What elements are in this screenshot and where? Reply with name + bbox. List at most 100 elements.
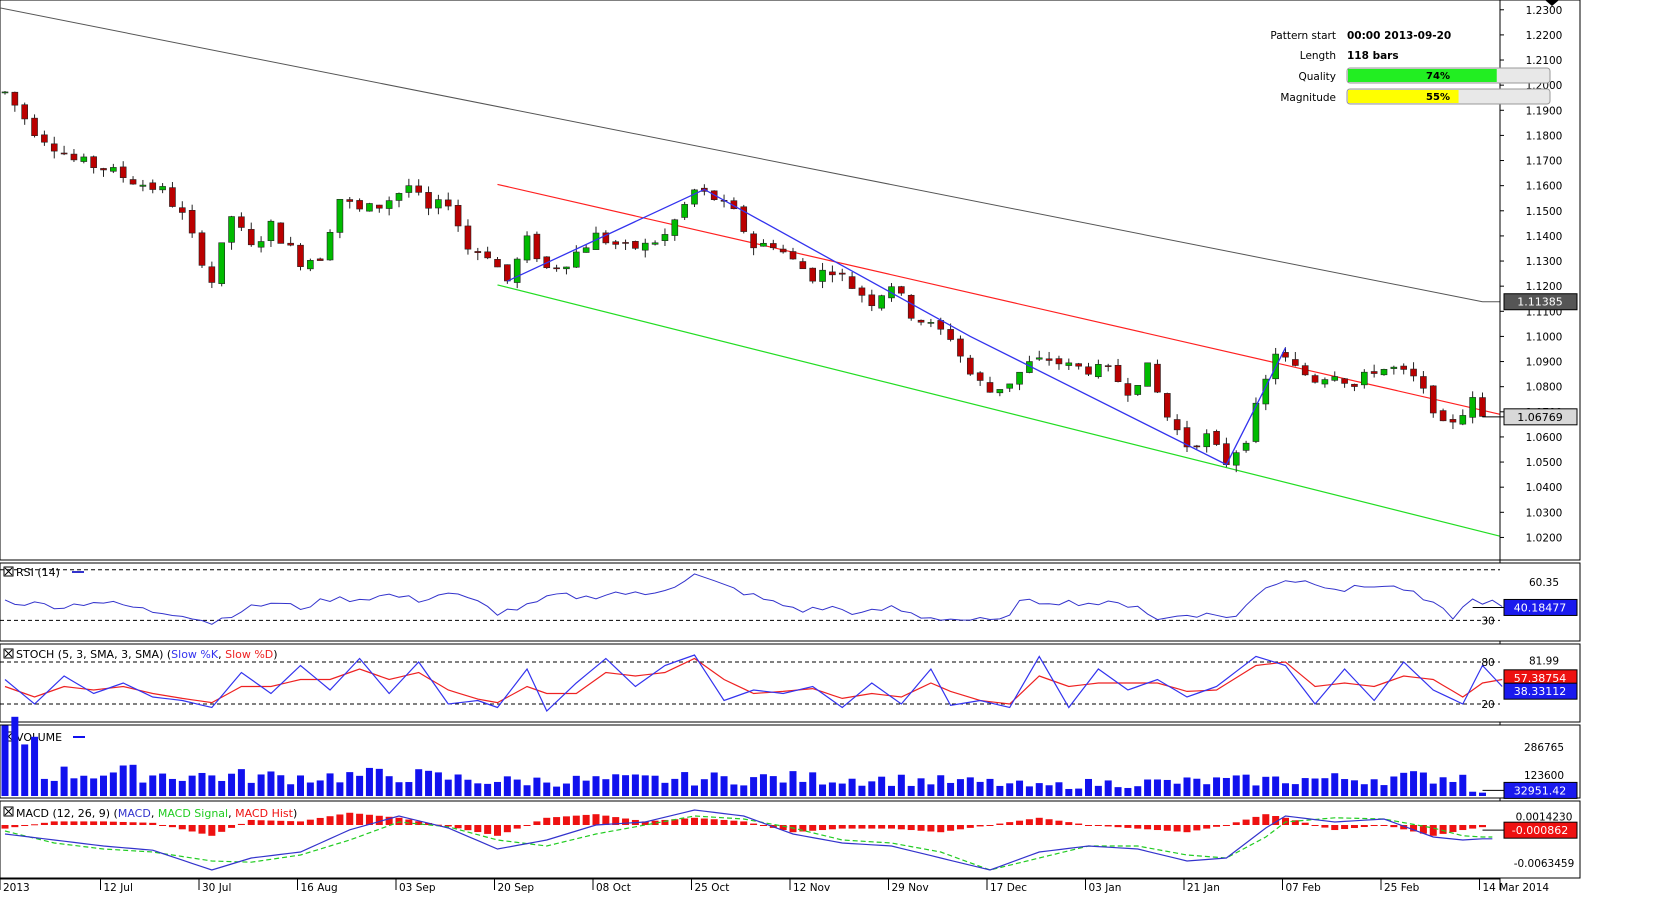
candle-down <box>415 185 423 193</box>
candle-down <box>612 241 620 245</box>
volume-bar <box>1104 780 1112 796</box>
macd-hist-bar <box>1085 825 1092 826</box>
macd-hist-bar <box>661 819 669 825</box>
candle-down <box>917 319 925 323</box>
volume-bar <box>917 778 925 796</box>
macd-hist-bar <box>1380 825 1388 826</box>
volume-bar <box>1449 781 1457 796</box>
time-tick-label: 16 Aug <box>301 882 338 894</box>
macd-hist-bar <box>779 825 787 831</box>
candle-up <box>1232 452 1240 466</box>
volume-bar <box>277 775 285 796</box>
macd-hist-bar <box>1222 825 1230 826</box>
candle-down <box>1173 419 1181 431</box>
volume-bar <box>1459 774 1467 796</box>
macd-hist-bar <box>1016 820 1024 825</box>
candle-up <box>1380 368 1388 376</box>
macd-hist-bar <box>868 825 876 829</box>
volume-bar <box>484 783 492 796</box>
candle-down <box>957 338 964 357</box>
rsi-close-icon[interactable] <box>3 566 14 577</box>
macd-hist-bar <box>60 821 68 825</box>
volume-bar <box>622 775 630 796</box>
candle-down <box>1341 378 1348 384</box>
macd-hist-bar <box>1311 825 1319 826</box>
macd-hist-bar <box>986 825 994 826</box>
macd-hist-bar <box>1173 825 1181 832</box>
volume-bar <box>109 772 117 796</box>
volume-bar <box>641 775 649 796</box>
macd-hist-bar <box>1075 823 1083 825</box>
volume-bar <box>1094 785 1102 796</box>
ma-value-box <box>1503 293 1578 311</box>
zigzag-pattern-line <box>507 188 1287 466</box>
volume-bar <box>1252 785 1260 796</box>
macd-hist-bar <box>31 824 39 826</box>
macd-hist-bar <box>927 825 935 832</box>
volume-bar <box>730 784 738 796</box>
volume-bar <box>572 775 580 796</box>
volume-bar <box>937 775 945 796</box>
time-tick-label: 12 Nov <box>793 882 830 894</box>
volume-bar <box>1410 771 1418 796</box>
macd-hist-bar <box>1331 825 1339 831</box>
macd-hist-bar <box>277 820 285 825</box>
candle-down <box>1213 431 1220 445</box>
candle-down <box>1085 366 1092 375</box>
volume-bar <box>474 783 482 796</box>
macd-close-icon[interactable] <box>3 806 14 817</box>
macd-panel: MACD (12, 26, 9) (MACD, MACD Signal, MAC… <box>0 800 1581 879</box>
candle-down <box>188 210 196 234</box>
candle-down <box>464 225 472 250</box>
stoch-k-value-label: 38.33112 <box>1514 685 1567 698</box>
volume-bar <box>592 776 600 796</box>
macd-hist-bar <box>848 825 856 829</box>
macd-hist-bar <box>336 814 344 825</box>
price-panel: 1.23001.22001.21001.20001.19001.18001.17… <box>0 0 1581 890</box>
volume-bar <box>375 768 383 796</box>
volume-bar <box>661 782 669 796</box>
volume-bar <box>139 782 147 796</box>
macd-hist-bar <box>937 825 945 833</box>
candle-down <box>1311 375 1319 383</box>
volume-bar <box>159 773 167 796</box>
macd-hist-bar <box>1252 816 1260 825</box>
volume-bar <box>1085 778 1092 796</box>
stoch-close-icon[interactable] <box>3 648 14 659</box>
collapse-arrow-icon[interactable] <box>1545 0 1559 6</box>
macd-hist-bar <box>1321 825 1329 828</box>
candle-down <box>41 134 48 143</box>
volume-bar <box>306 782 314 796</box>
macd-hist-bar <box>346 812 354 825</box>
candle-down <box>533 233 541 260</box>
macd-hist-bar <box>11 825 19 828</box>
quality-value: 74% <box>1426 71 1450 82</box>
volume-bar <box>513 779 521 796</box>
volume-bar <box>464 779 472 796</box>
candle-down <box>829 271 836 276</box>
macd-hist-bar <box>533 821 541 825</box>
macd-hist-bar <box>425 822 433 825</box>
macd-hist-bar <box>1006 822 1014 825</box>
candle-down <box>287 242 294 246</box>
volume-bar <box>986 778 994 796</box>
macd-hist-bar <box>1400 825 1408 830</box>
volume-bar <box>356 775 364 796</box>
volume-bar <box>1439 777 1447 796</box>
candle-down <box>1449 419 1457 423</box>
volume-bar <box>1114 787 1122 796</box>
stoch-k-line <box>4 654 1503 713</box>
price-tick-label: 1.1800 <box>1526 130 1563 142</box>
candle-down <box>1429 385 1437 414</box>
volume-bar <box>60 766 68 796</box>
macd-hist-bar <box>21 825 29 826</box>
macd-hist-bar <box>1124 825 1132 828</box>
macd-hist-bar <box>641 821 649 825</box>
volume-bar <box>888 785 895 796</box>
volume-bar <box>878 776 886 796</box>
macd-hist-bar <box>1035 817 1043 825</box>
time-tick-label: 21 Jan <box>1187 882 1220 894</box>
stoch-k-value-box <box>1503 682 1578 700</box>
volume-bar <box>671 778 679 796</box>
candle-down <box>444 199 452 207</box>
